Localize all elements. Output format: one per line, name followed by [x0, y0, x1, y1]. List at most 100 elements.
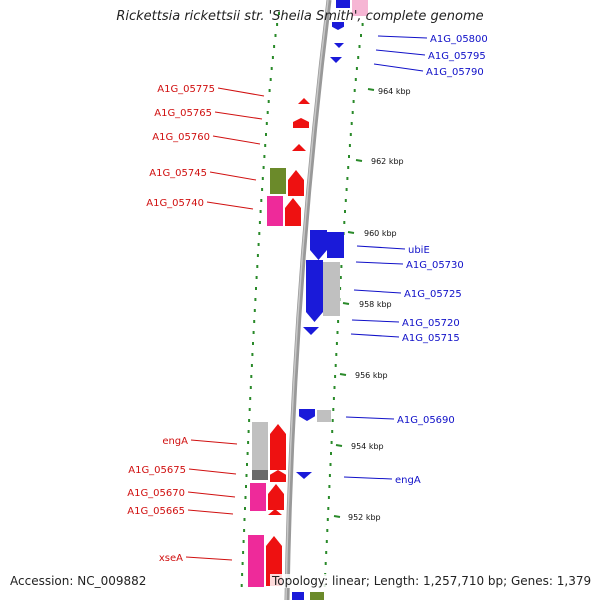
gene-label-a1g-05765[interactable]: A1G_05765	[154, 108, 212, 119]
dot-right	[334, 375, 337, 378]
dot-right	[358, 45, 361, 48]
dot-right	[339, 287, 342, 290]
dot-left	[263, 155, 266, 158]
tick-marks: 964 kbp 962 kbp 960 kbp 958 kbp 956 kbp …	[333, 87, 411, 522]
gene-bottom-olive	[310, 592, 324, 600]
dot-right	[324, 562, 327, 565]
gene-a1g-05760	[292, 144, 306, 151]
dot-right	[354, 78, 357, 81]
left-gene-labels: A1G_05775 A1G_05765 A1G_05760 A1G_05745 …	[127, 84, 215, 564]
dot-left	[270, 67, 273, 70]
dot-right	[347, 166, 350, 169]
dot-left	[266, 111, 269, 114]
dot-left	[256, 265, 259, 268]
gene-a1g-05800	[336, 0, 350, 8]
dot-left	[258, 221, 261, 224]
gene-label-a1g-05730[interactable]: A1G_05730	[406, 260, 464, 271]
leader-a1g-05790	[373, 63, 424, 72]
gene-label-a1g-05720[interactable]: A1G_05720	[402, 318, 460, 329]
gene-label-a1g-05800[interactable]: A1G_05800	[430, 34, 488, 45]
gene-label-a1g-05670[interactable]: A1G_05670	[127, 488, 185, 499]
leader-a1g-05690	[345, 416, 395, 420]
gene-a1g-05740-pink	[267, 196, 283, 226]
tick-956: 956 kbp	[339, 371, 388, 380]
gene-label-enga-right[interactable]: engA	[395, 475, 421, 486]
leader-a1g-05760	[212, 135, 261, 145]
dot-right	[343, 221, 346, 224]
tick-label: 952 kbp	[348, 513, 381, 522]
dot-left	[252, 342, 254, 345]
gene-label-a1g-05715[interactable]: A1G_05715	[402, 333, 460, 344]
dot-right	[340, 265, 343, 268]
dot-right	[330, 452, 332, 455]
dot-left	[268, 89, 271, 92]
gene-label-ubie[interactable]: ubiE	[408, 245, 430, 256]
dot-left	[264, 144, 267, 147]
gene-a1g-05665	[268, 509, 282, 515]
dot-left	[255, 276, 258, 279]
dot-left	[246, 463, 248, 466]
leader-a1g-05730	[355, 261, 404, 265]
dot-right	[333, 386, 336, 389]
dot-right	[331, 430, 334, 433]
dot-left	[257, 243, 260, 246]
dot-left	[253, 309, 256, 312]
gene-label-a1g-05745[interactable]: A1G_05745	[149, 168, 207, 179]
dot-left	[244, 507, 246, 510]
dot-left	[271, 56, 274, 59]
dot-left	[265, 122, 268, 125]
dot-right	[344, 210, 346, 213]
gene-label-xsea[interactable]: xseA	[159, 553, 183, 564]
gene-label-a1g-05795[interactable]: A1G_05795	[428, 51, 486, 62]
tick-962: 962 kbp	[355, 157, 404, 166]
dot-left	[255, 287, 257, 290]
dot-left	[251, 353, 254, 356]
backbone-line	[284, 0, 332, 600]
dot-right	[339, 276, 342, 279]
dot-right	[349, 133, 352, 136]
dot-right	[357, 56, 360, 59]
dot-left	[242, 540, 245, 543]
tick-label: 962 kbp	[371, 157, 404, 166]
dot-right	[327, 496, 330, 499]
gene-a1g-05690-gray	[317, 410, 331, 422]
tick-label: 960 kbp	[364, 229, 397, 238]
dot-right	[326, 529, 329, 532]
dot-left	[244, 496, 247, 499]
dot-right	[361, 23, 364, 26]
dot-left	[252, 331, 255, 334]
genome-backbone	[284, 0, 332, 600]
dot-right	[325, 540, 328, 543]
gene-label-a1g-05760[interactable]: A1G_05760	[152, 132, 210, 143]
gene-enga-gray	[252, 422, 268, 470]
gene-a1g-05800-arrow	[332, 22, 344, 30]
dot-right	[350, 122, 353, 125]
gene-label-a1g-05740[interactable]: A1G_05740	[146, 198, 204, 209]
gene-label-a1g-05690[interactable]: A1G_05690	[397, 415, 455, 426]
leader-a1g-05715	[350, 333, 400, 338]
gene-label-enga-left[interactable]: engA	[162, 436, 188, 447]
dot-left	[276, 23, 279, 26]
gene-label-a1g-05775[interactable]: A1G_05775	[157, 84, 215, 95]
dot-left	[262, 166, 265, 169]
gene-a1g-05790	[330, 57, 342, 63]
gene-ubie	[327, 232, 344, 258]
tick-964: 964 kbp	[367, 87, 411, 96]
gene-label-a1g-05665[interactable]: A1G_05665	[127, 506, 185, 517]
dot-right	[345, 188, 348, 191]
gene-a1g-05715	[303, 327, 319, 335]
leader-a1g-05720	[351, 319, 400, 323]
leader-a1g-05745	[209, 171, 257, 181]
dot-left	[246, 452, 249, 455]
right-gene-labels: A1G_05800 A1G_05795 A1G_05790 ubiE A1G_0…	[395, 34, 488, 486]
label-leaders	[185, 35, 428, 561]
gene-label-a1g-05675[interactable]: A1G_05675	[128, 465, 186, 476]
gene-label-a1g-05725[interactable]: A1G_05725	[404, 289, 462, 300]
tick-952: 952 kbp	[333, 513, 381, 522]
dot-right	[344, 199, 347, 202]
backbone-highlight	[285, 0, 329, 600]
tick-label: 958 kbp	[359, 300, 392, 309]
dot-right	[348, 155, 350, 158]
gene-label-a1g-05790[interactable]: A1G_05790	[426, 67, 484, 78]
